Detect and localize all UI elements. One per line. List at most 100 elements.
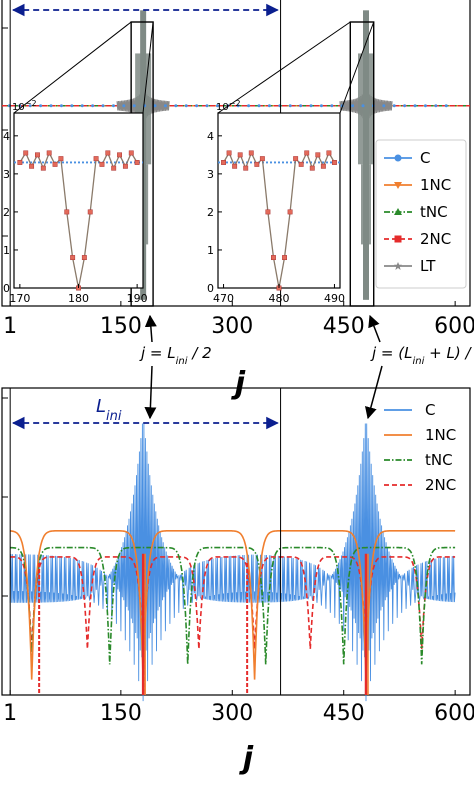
inset-marker bbox=[298, 161, 304, 167]
inset-marker bbox=[248, 150, 254, 156]
inset-marker bbox=[271, 255, 276, 261]
c-marker bbox=[174, 104, 178, 108]
inset-marker bbox=[93, 156, 99, 162]
inset-x-tick-label: 170 bbox=[9, 292, 30, 305]
c-marker bbox=[70, 104, 74, 108]
connector-left-a bbox=[13, 21, 132, 114]
legend-top-label-1NC: 1NC bbox=[420, 176, 451, 194]
c-marker bbox=[59, 104, 63, 108]
legend-top-label-LT: LT bbox=[420, 257, 436, 275]
inset-marker bbox=[128, 150, 134, 156]
inset-marker bbox=[259, 156, 265, 162]
inset-marker bbox=[221, 160, 226, 165]
inset-y-tick-label: 4 bbox=[207, 130, 214, 143]
inset-x-tick-label: 490 bbox=[324, 292, 345, 305]
inset-marker bbox=[117, 152, 122, 158]
c-marker bbox=[18, 104, 22, 108]
inset-marker bbox=[320, 163, 326, 169]
c-marker bbox=[267, 104, 271, 108]
legend-marker bbox=[394, 154, 402, 162]
inset-marker bbox=[35, 152, 40, 158]
c-marker bbox=[28, 104, 32, 108]
inset-marker bbox=[243, 165, 249, 171]
c-marker bbox=[288, 104, 292, 108]
legend-marker bbox=[394, 182, 402, 189]
inset-marker bbox=[58, 156, 64, 162]
c-marker bbox=[132, 104, 136, 108]
c-marker bbox=[153, 104, 157, 108]
c-marker bbox=[423, 104, 427, 108]
c-marker bbox=[361, 104, 365, 108]
inset-y-tick-label: 2 bbox=[3, 206, 10, 219]
x-tick-label-top: 600 bbox=[434, 314, 474, 339]
inset-marker bbox=[23, 150, 29, 156]
legend-top-label-tNC: tNC bbox=[420, 203, 448, 221]
c-marker bbox=[163, 104, 167, 108]
series-line-2NC bbox=[10, 556, 456, 650]
series-line-C bbox=[9, 423, 456, 702]
top-axes-frame bbox=[1, 0, 471, 307]
c-marker bbox=[299, 104, 303, 108]
inset-marker bbox=[293, 156, 299, 162]
inset-y-tick-label: 1 bbox=[207, 244, 214, 257]
inset-marker bbox=[17, 160, 23, 165]
connector-left-b bbox=[142, 21, 154, 114]
inset-marker bbox=[87, 209, 93, 215]
c-marker bbox=[236, 104, 240, 108]
c-marker bbox=[319, 104, 323, 108]
inset-y-tick-label: 0 bbox=[3, 282, 10, 295]
x-tick-label-top: 1 bbox=[3, 314, 17, 339]
arrow-to-right-peak bbox=[365, 365, 383, 420]
c-marker bbox=[434, 104, 438, 108]
c-marker bbox=[101, 104, 105, 108]
inset-marker bbox=[29, 163, 35, 169]
c-marker bbox=[195, 104, 199, 108]
inset-marker bbox=[40, 165, 46, 171]
inset-marker bbox=[52, 161, 58, 167]
x-tick-label-bottom: 1 bbox=[3, 701, 17, 726]
x-tick-label-bottom: 600 bbox=[434, 701, 474, 726]
inset-marker bbox=[111, 165, 117, 171]
inset-marker bbox=[315, 152, 321, 158]
c-marker bbox=[382, 104, 386, 108]
top-xticks: 1 150 300 450 600 bbox=[3, 301, 474, 339]
c-marker bbox=[215, 104, 219, 108]
legend-bottom-label-C: C bbox=[425, 401, 435, 419]
bottom-legend: C 1NC tNC 2NC bbox=[384, 401, 456, 494]
inset-marker bbox=[332, 160, 337, 165]
inset-y-tick-label: 0 bbox=[207, 282, 214, 295]
legend-bottom-label-tNC: tNC bbox=[425, 451, 453, 469]
connector-right-a bbox=[217, 21, 351, 114]
inset-marker bbox=[309, 165, 315, 171]
inset-x-tick-label: 190 bbox=[127, 292, 148, 305]
inset-x-tick-label: 470 bbox=[213, 292, 234, 305]
annotation-left-label: j = Lini / 2 bbox=[139, 344, 212, 367]
bottom-axes-frame bbox=[1, 387, 471, 696]
c-marker bbox=[351, 104, 355, 108]
legend-top-label-C: C bbox=[420, 149, 430, 167]
c-marker bbox=[80, 104, 84, 108]
inset-marker bbox=[237, 152, 243, 158]
top-x-axis-label: j bbox=[231, 366, 246, 401]
c-marker bbox=[91, 104, 95, 108]
span-label: Lini bbox=[96, 396, 122, 424]
annotation-right: j = (Lini + L) / 2 bbox=[368, 314, 474, 367]
legend-marker bbox=[394, 208, 402, 215]
c-marker bbox=[122, 104, 126, 108]
x-tick-label-top: 450 bbox=[323, 314, 365, 339]
c-marker bbox=[392, 104, 396, 108]
x-tick-label-top: 300 bbox=[211, 314, 253, 339]
inset-marker bbox=[226, 150, 232, 156]
c-marker bbox=[111, 104, 115, 108]
inset-marker bbox=[282, 255, 287, 261]
legend-bottom-label-2NC: 2NC bbox=[425, 476, 456, 494]
legend-top-label-2NC: 2NC bbox=[420, 230, 451, 248]
inset-right: 0 1 2 3 4 470 480 490 10−2 bbox=[207, 99, 345, 306]
c-marker bbox=[257, 104, 261, 108]
inset-marker bbox=[326, 150, 332, 156]
inset-left: 0 1 2 3 4 170 180 190 10−2 bbox=[3, 99, 148, 306]
c-marker bbox=[444, 104, 448, 108]
c-marker bbox=[330, 104, 334, 108]
bottom-x-axis-label: j bbox=[239, 741, 254, 776]
inset-x-tick-label: 180 bbox=[68, 292, 89, 305]
